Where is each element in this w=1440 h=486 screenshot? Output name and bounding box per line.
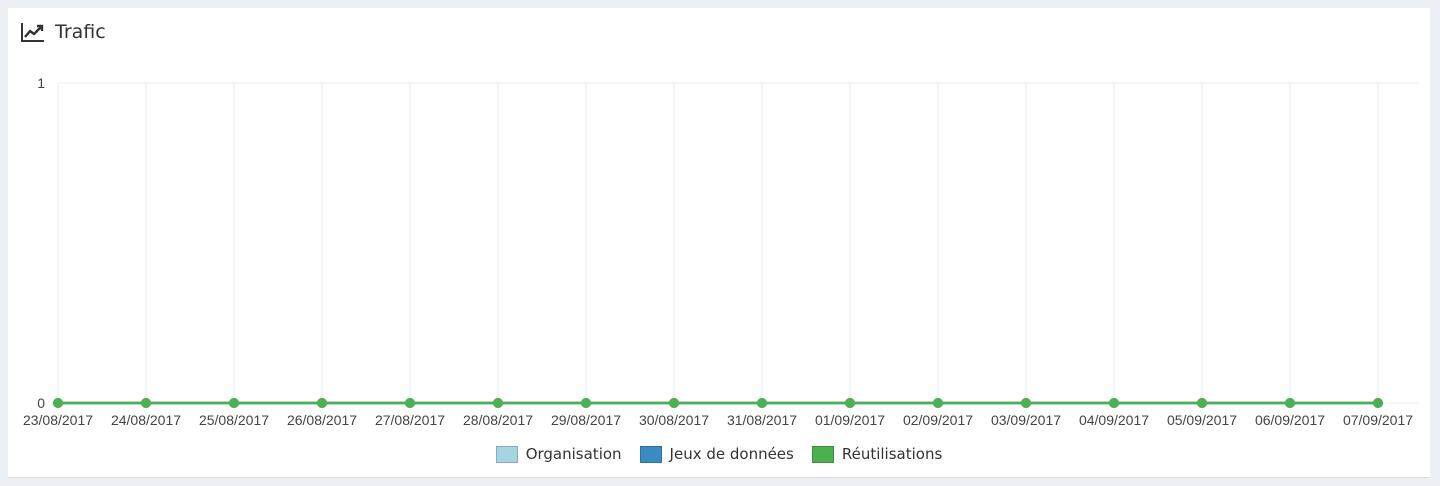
- legend-label: Jeux de données: [669, 445, 794, 463]
- y-tick-label: 0: [37, 395, 45, 411]
- legend-item[interactable]: Organisation: [495, 445, 622, 463]
- x-tick-label: 27/08/2017: [375, 412, 445, 428]
- data-point[interactable]: [933, 398, 943, 408]
- legend-swatch: [495, 445, 518, 463]
- data-point[interactable]: [53, 398, 63, 408]
- y-tick-label: 1: [37, 75, 45, 91]
- x-tick-label: 28/08/2017: [463, 412, 533, 428]
- traffic-chart: 01 23/08/2017 24/08/2017 25/08/2017 26/08/2…: [23, 75, 1418, 428]
- data-point[interactable]: [405, 398, 415, 408]
- legend-swatch: [639, 445, 662, 463]
- legend-label: Réutilisations: [841, 445, 943, 463]
- data-point[interactable]: [1021, 398, 1031, 408]
- chart-series: [53, 398, 1383, 408]
- line-chart-icon: [21, 23, 44, 42]
- x-tick-label: 29/08/2017: [551, 412, 621, 428]
- panel-title: Trafic: [55, 21, 106, 43]
- data-point[interactable]: [669, 398, 679, 408]
- x-tick-label: 26/08/2017: [287, 412, 357, 428]
- data-point[interactable]: [317, 398, 327, 408]
- x-tick-label: 03/09/2017: [991, 412, 1061, 428]
- legend-label: Organisation: [525, 445, 622, 463]
- data-point[interactable]: [1197, 398, 1207, 408]
- x-tick-label: 07/09/2017: [1343, 412, 1413, 428]
- data-point[interactable]: [493, 398, 503, 408]
- data-point[interactable]: [757, 398, 767, 408]
- data-point[interactable]: [581, 398, 591, 408]
- y-axis-ticks: 01: [37, 75, 45, 411]
- legend-item[interactable]: Réutilisations: [811, 445, 943, 463]
- x-tick-label: 05/09/2017: [1167, 412, 1237, 428]
- x-tick-label: 31/08/2017: [727, 412, 797, 428]
- data-point[interactable]: [1109, 398, 1119, 408]
- x-tick-label: 24/08/2017: [111, 412, 181, 428]
- x-tick-label: 25/08/2017: [199, 412, 269, 428]
- x-axis-ticks: 23/08/2017 24/08/2017 25/08/2017 26/08/2017…: [23, 412, 1413, 428]
- chart-grid: [57, 82, 1418, 404]
- data-point[interactable]: [229, 398, 239, 408]
- data-point[interactable]: [845, 398, 855, 408]
- data-point[interactable]: [141, 398, 151, 408]
- legend-item[interactable]: Jeux de données: [639, 445, 794, 463]
- x-tick-label: 30/08/2017: [639, 412, 709, 428]
- panel-header: Trafic: [20, 20, 106, 44]
- chart-legend: Organisation Jeux de données Réutilisation…: [8, 445, 1430, 463]
- x-tick-label: 04/09/2017: [1079, 412, 1149, 428]
- x-tick-label: 06/09/2017: [1255, 412, 1325, 428]
- x-tick-label: 01/09/2017: [815, 412, 885, 428]
- x-tick-label: 02/09/2017: [903, 412, 973, 428]
- x-tick-label: 23/08/2017: [23, 412, 93, 428]
- legend-swatch: [811, 445, 834, 463]
- data-point[interactable]: [1373, 398, 1383, 408]
- data-point[interactable]: [1285, 398, 1295, 408]
